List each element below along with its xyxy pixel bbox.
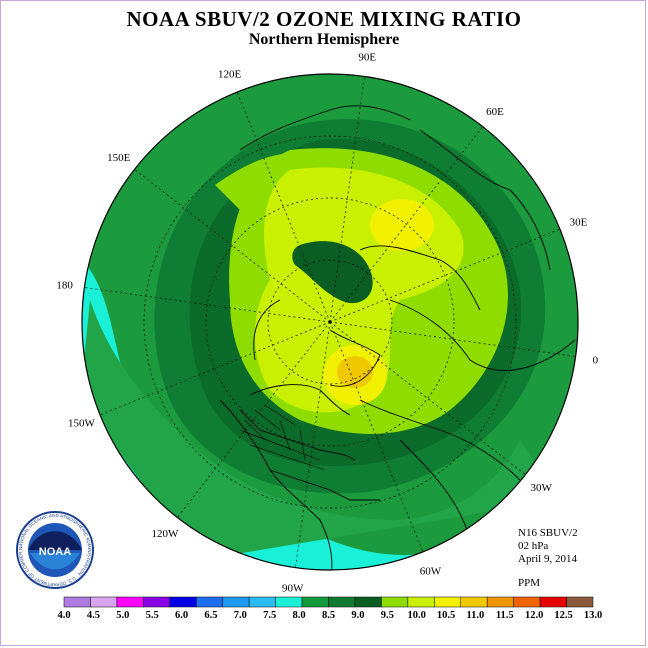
colorbar-swatch: [248, 596, 276, 608]
contour-core-yellow-asia: [370, 199, 434, 251]
page-subtitle: Northern Hemisphere: [248, 31, 400, 48]
colorbar-swatch: [434, 596, 461, 608]
colorbar-swatch: [116, 596, 144, 608]
colorbar-tick-label: 8.0: [293, 610, 306, 621]
colorbar-swatch: [566, 596, 594, 608]
colorbar-swatch: [354, 596, 382, 608]
colorbar-tick-label: 5.5: [146, 610, 159, 621]
colorbar-tick-label: 8.5: [322, 610, 335, 621]
colorbar-tick-label: 7.0: [234, 610, 247, 621]
colorbar-swatch: [63, 596, 91, 608]
colorbar-tick-label: 9.0: [351, 610, 364, 621]
meridian-line: [329, 321, 526, 475]
colorbar-swatch: [301, 596, 329, 608]
meridian-line: [295, 321, 331, 568]
colorbar-tick-label: 5.0: [116, 610, 129, 621]
longitude-label: 90E: [358, 52, 376, 64]
meridian-line: [329, 76, 365, 323]
longitude-label: 150W: [68, 417, 96, 429]
meridian-line: [329, 228, 561, 323]
colorbar-swatch: [486, 596, 514, 608]
colorbar-tick-label: 4.5: [87, 610, 100, 621]
meridian-line: [84, 287, 331, 323]
longitude-label: 120E: [218, 69, 242, 81]
colorbar-tick-label: 12.5: [554, 610, 572, 621]
colorbar-tick-label: 6.0: [175, 610, 188, 621]
satellite-label: N16 SBUV/2: [518, 527, 578, 539]
longitude-label: 150E: [107, 152, 131, 164]
logo-wave: [30, 553, 80, 570]
units-label: PPM: [518, 577, 541, 589]
meridian-lines: [84, 76, 576, 568]
meridian-line: [329, 321, 424, 553]
colorbar-swatch: [539, 596, 567, 608]
colorbar-swatch: [196, 596, 223, 608]
colorbar-tick-label: 4.0: [57, 610, 70, 621]
longitude-label: 60W: [420, 566, 442, 578]
longitude-label: 180: [56, 280, 73, 292]
contour-low-pole: [292, 241, 373, 304]
coastlines: [219, 105, 576, 570]
colorbar-tick-label: 11.5: [496, 610, 514, 621]
colorbar-swatch: [460, 596, 488, 608]
contour-core-orange: [337, 356, 373, 388]
colorbar-swatch: [407, 596, 435, 608]
colorbar-swatches: [63, 596, 594, 608]
latitude-circles: [143, 135, 517, 509]
colorbar-swatch: [90, 596, 118, 608]
ozone-field: [82, 74, 578, 570]
date-label: April 9, 2014: [518, 553, 577, 565]
longitude-label: 120W: [152, 528, 180, 540]
meridian-line: [99, 321, 331, 416]
colorbar-swatch: [513, 596, 541, 608]
page-title: NOAA SBUV/2 OZONE MIXING RATIO: [126, 7, 522, 31]
longitude-label: 30E: [570, 217, 588, 229]
longitude-label: 60E: [486, 106, 504, 118]
colorbar-tick-label: 9.5: [381, 610, 394, 621]
colorbar-tick-label: 7.5: [263, 610, 276, 621]
logo-name: NOAA: [39, 546, 71, 558]
logo-bird: [28, 531, 82, 550]
colorbar-tick-label: 13.0: [584, 610, 602, 621]
colorbar-swatch: [169, 596, 197, 608]
meridian-line: [177, 321, 331, 518]
colorbar-tick-label: 6.5: [204, 610, 217, 621]
meridian-line: [329, 126, 483, 323]
political-boundaries: [239, 404, 326, 471]
colorbar-swatch: [328, 596, 356, 608]
colorbar-tick-label: 10.0: [408, 610, 426, 621]
colorbar-swatch: [143, 596, 171, 608]
longitude-label: 30W: [531, 482, 553, 494]
pressure-level-label: 02 hPa: [518, 540, 549, 552]
map-boundary: [81, 73, 579, 571]
colorbar-ticks: 4.0 4.5 5.0 5.5 6.0 6.5 7.0 7.5 8.0 8.5 9.0 9.5 10.0…: [57, 610, 602, 621]
meridian-line: [329, 321, 576, 357]
colorbar-swatch: [381, 596, 409, 608]
meridian-line: [134, 169, 331, 323]
colorbar-tick-label: 11.0: [467, 610, 485, 621]
colorbar-swatch: [275, 596, 303, 608]
contour-band-8-0: [82, 300, 560, 560]
longitude-labels: 90E 60E 30E 0 30W 60W 90W 120W 150W 180 150E 120E: [56, 52, 598, 595]
colorbar-swatch: [222, 596, 250, 608]
longitude-label: 90W: [282, 582, 304, 594]
meridian-line: [236, 91, 331, 323]
colorbar-tick-label: 10.5: [437, 610, 455, 621]
contour-band-9-5-arm: [215, 153, 300, 210]
longitude-label: 0: [593, 354, 599, 366]
colorbar-tick-label: 12.0: [525, 610, 543, 621]
